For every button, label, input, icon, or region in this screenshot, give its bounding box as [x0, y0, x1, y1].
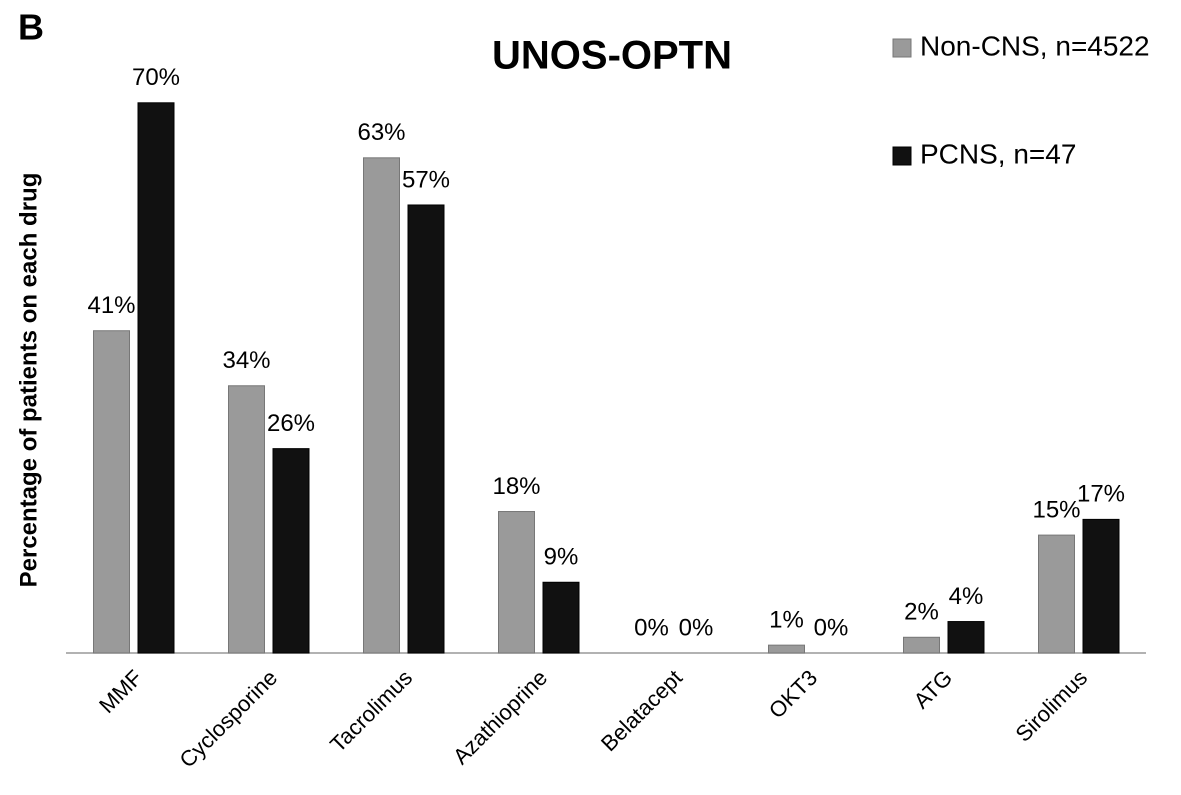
data-label: 0% — [679, 614, 714, 641]
panel-label: B — [18, 7, 44, 48]
bar — [407, 204, 445, 654]
bar — [363, 157, 400, 654]
x-tick-label: ATG — [909, 665, 958, 714]
legend-label: Non-CNS, n=4522 — [920, 30, 1150, 61]
data-label: 26% — [267, 410, 315, 437]
bar — [137, 102, 175, 654]
x-tick-label: Belatacept — [596, 665, 687, 756]
data-label: 2% — [904, 599, 939, 626]
data-label: 70% — [132, 64, 180, 91]
y-axis-label: Percentage of patients on each drug — [15, 173, 42, 588]
data-label: 9% — [544, 544, 579, 571]
bar — [542, 581, 580, 654]
data-label: 18% — [492, 473, 540, 500]
chart-title: UNOS-OPTN — [492, 34, 732, 78]
legend-swatch — [892, 38, 912, 58]
data-label: 4% — [949, 583, 984, 610]
x-tick-label: Cyclosporine — [175, 665, 283, 773]
x-tick-label: Sirolimus — [1010, 665, 1092, 747]
bar — [228, 385, 265, 654]
bar — [272, 448, 310, 654]
bar — [93, 330, 130, 654]
x-tick-label: Tacrolimus — [325, 665, 417, 757]
data-label: 63% — [357, 119, 405, 146]
data-label: 0% — [814, 614, 849, 641]
data-label: 34% — [222, 347, 270, 374]
bar — [498, 511, 535, 654]
legend-swatch — [892, 146, 912, 166]
data-label: 57% — [402, 166, 450, 193]
legend-label: PCNS, n=47 — [920, 138, 1076, 169]
data-label: 1% — [769, 606, 804, 633]
bar — [1038, 534, 1075, 654]
data-label: 41% — [87, 292, 135, 319]
data-label: 17% — [1077, 481, 1125, 508]
bar — [1082, 518, 1120, 654]
bar — [947, 621, 985, 654]
data-label: 15% — [1032, 496, 1080, 523]
data-label: 0% — [634, 614, 669, 641]
x-tick-label: Azathioprine — [448, 665, 552, 769]
bar — [903, 636, 940, 654]
x-tick-label: OKT3 — [764, 665, 822, 723]
bar — [768, 644, 805, 654]
x-tick-label: MMF — [94, 665, 147, 718]
